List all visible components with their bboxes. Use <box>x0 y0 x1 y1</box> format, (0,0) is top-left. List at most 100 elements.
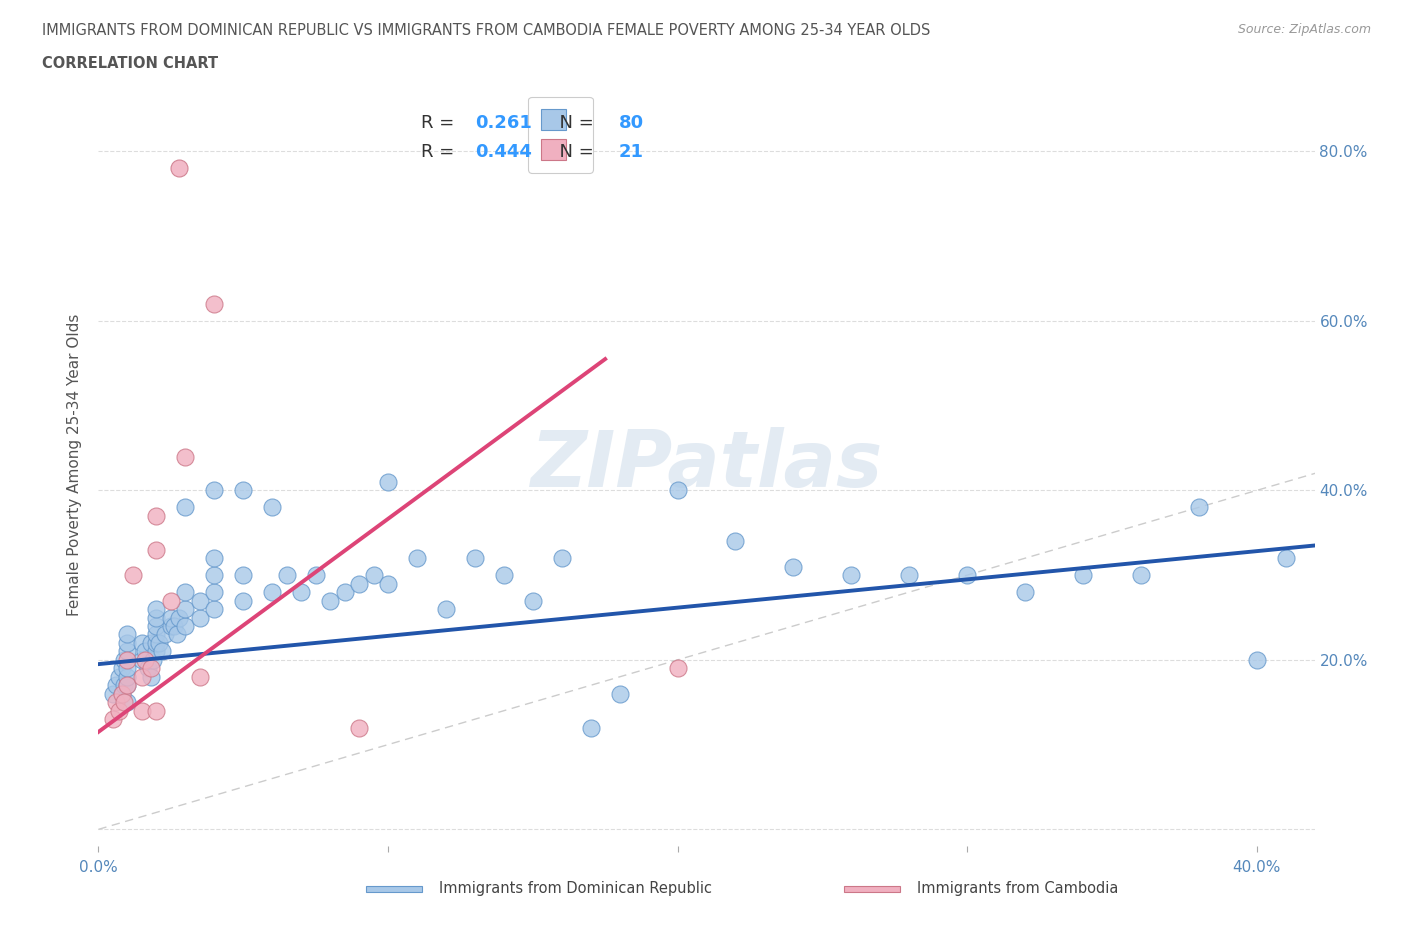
Point <box>145 627 167 642</box>
Point <box>551 551 574 565</box>
Point <box>232 483 254 498</box>
Point <box>464 551 486 565</box>
Point <box>188 610 211 625</box>
Point <box>1071 567 1094 582</box>
Point <box>114 695 136 710</box>
Point <box>319 593 342 608</box>
Point <box>159 610 181 625</box>
Point <box>609 686 631 701</box>
Point <box>131 635 153 650</box>
Point <box>163 618 186 633</box>
Point <box>134 644 156 658</box>
Point <box>114 678 136 693</box>
Text: R =: R = <box>420 143 460 161</box>
Point <box>114 653 136 668</box>
Point <box>148 635 170 650</box>
Point <box>145 644 167 658</box>
Point <box>262 500 284 515</box>
Point <box>101 711 124 726</box>
Point <box>136 661 159 676</box>
Point <box>492 567 515 582</box>
Point <box>131 670 153 684</box>
Point <box>174 449 197 464</box>
Point <box>406 551 429 565</box>
Point <box>377 577 399 591</box>
Point <box>145 509 167 524</box>
Point <box>174 618 197 633</box>
Point <box>139 670 162 684</box>
Point <box>347 577 370 591</box>
Point <box>232 593 254 608</box>
Text: R =: R = <box>420 114 460 132</box>
Point <box>666 661 689 676</box>
Text: 80: 80 <box>619 114 644 132</box>
Point <box>131 703 153 718</box>
Point <box>1274 551 1296 565</box>
Point <box>122 567 145 582</box>
Point <box>107 703 129 718</box>
Point <box>898 567 921 582</box>
Point <box>169 161 191 176</box>
Point <box>202 567 225 582</box>
Point <box>363 567 385 582</box>
Point <box>579 720 602 735</box>
Point <box>522 593 544 608</box>
Point <box>202 483 225 498</box>
Text: N =: N = <box>548 143 600 161</box>
Point <box>202 297 225 312</box>
Text: 0.444: 0.444 <box>475 143 533 161</box>
Point <box>110 661 132 676</box>
Point <box>145 618 167 633</box>
Point <box>174 602 197 617</box>
Point <box>174 500 197 515</box>
Point <box>117 695 139 710</box>
Point <box>347 720 370 735</box>
Point <box>188 593 211 608</box>
Point <box>131 653 153 668</box>
FancyBboxPatch shape <box>844 885 900 893</box>
Point <box>150 644 173 658</box>
Point <box>117 670 139 684</box>
Text: IMMIGRANTS FROM DOMINICAN REPUBLIC VS IMMIGRANTS FROM CAMBODIA FEMALE POVERTY AM: IMMIGRANTS FROM DOMINICAN REPUBLIC VS IM… <box>42 23 931 38</box>
Point <box>101 686 124 701</box>
Legend: , : , <box>529 97 593 173</box>
Point <box>110 686 132 701</box>
Point <box>377 474 399 489</box>
Text: Source: ZipAtlas.com: Source: ZipAtlas.com <box>1237 23 1371 36</box>
Point <box>169 610 191 625</box>
Point <box>1014 585 1036 600</box>
Point <box>117 627 139 642</box>
Point <box>145 602 167 617</box>
FancyBboxPatch shape <box>366 885 422 893</box>
Point <box>202 551 225 565</box>
Text: ZIPatlas: ZIPatlas <box>530 427 883 503</box>
Point <box>1129 567 1152 582</box>
Point <box>117 635 139 650</box>
Point <box>782 559 804 574</box>
Point <box>202 585 225 600</box>
Point <box>666 483 689 498</box>
Point <box>117 644 139 658</box>
Point <box>134 653 156 668</box>
Point <box>290 585 312 600</box>
Point <box>262 585 284 600</box>
Text: 0.261: 0.261 <box>475 114 533 132</box>
Point <box>724 534 747 549</box>
Point <box>956 567 979 582</box>
Point <box>333 585 356 600</box>
Point <box>434 602 457 617</box>
Point <box>104 695 127 710</box>
Point <box>104 678 127 693</box>
Point <box>1188 500 1211 515</box>
Point <box>145 542 167 557</box>
Point <box>145 610 167 625</box>
Point <box>1246 653 1268 668</box>
Text: N =: N = <box>548 114 600 132</box>
Y-axis label: Female Poverty Among 25-34 Year Olds: Female Poverty Among 25-34 Year Olds <box>67 313 83 617</box>
Point <box>110 686 132 701</box>
Point <box>174 585 197 600</box>
Point <box>145 635 167 650</box>
Point <box>117 661 139 676</box>
Point <box>304 567 326 582</box>
Point <box>159 618 181 633</box>
